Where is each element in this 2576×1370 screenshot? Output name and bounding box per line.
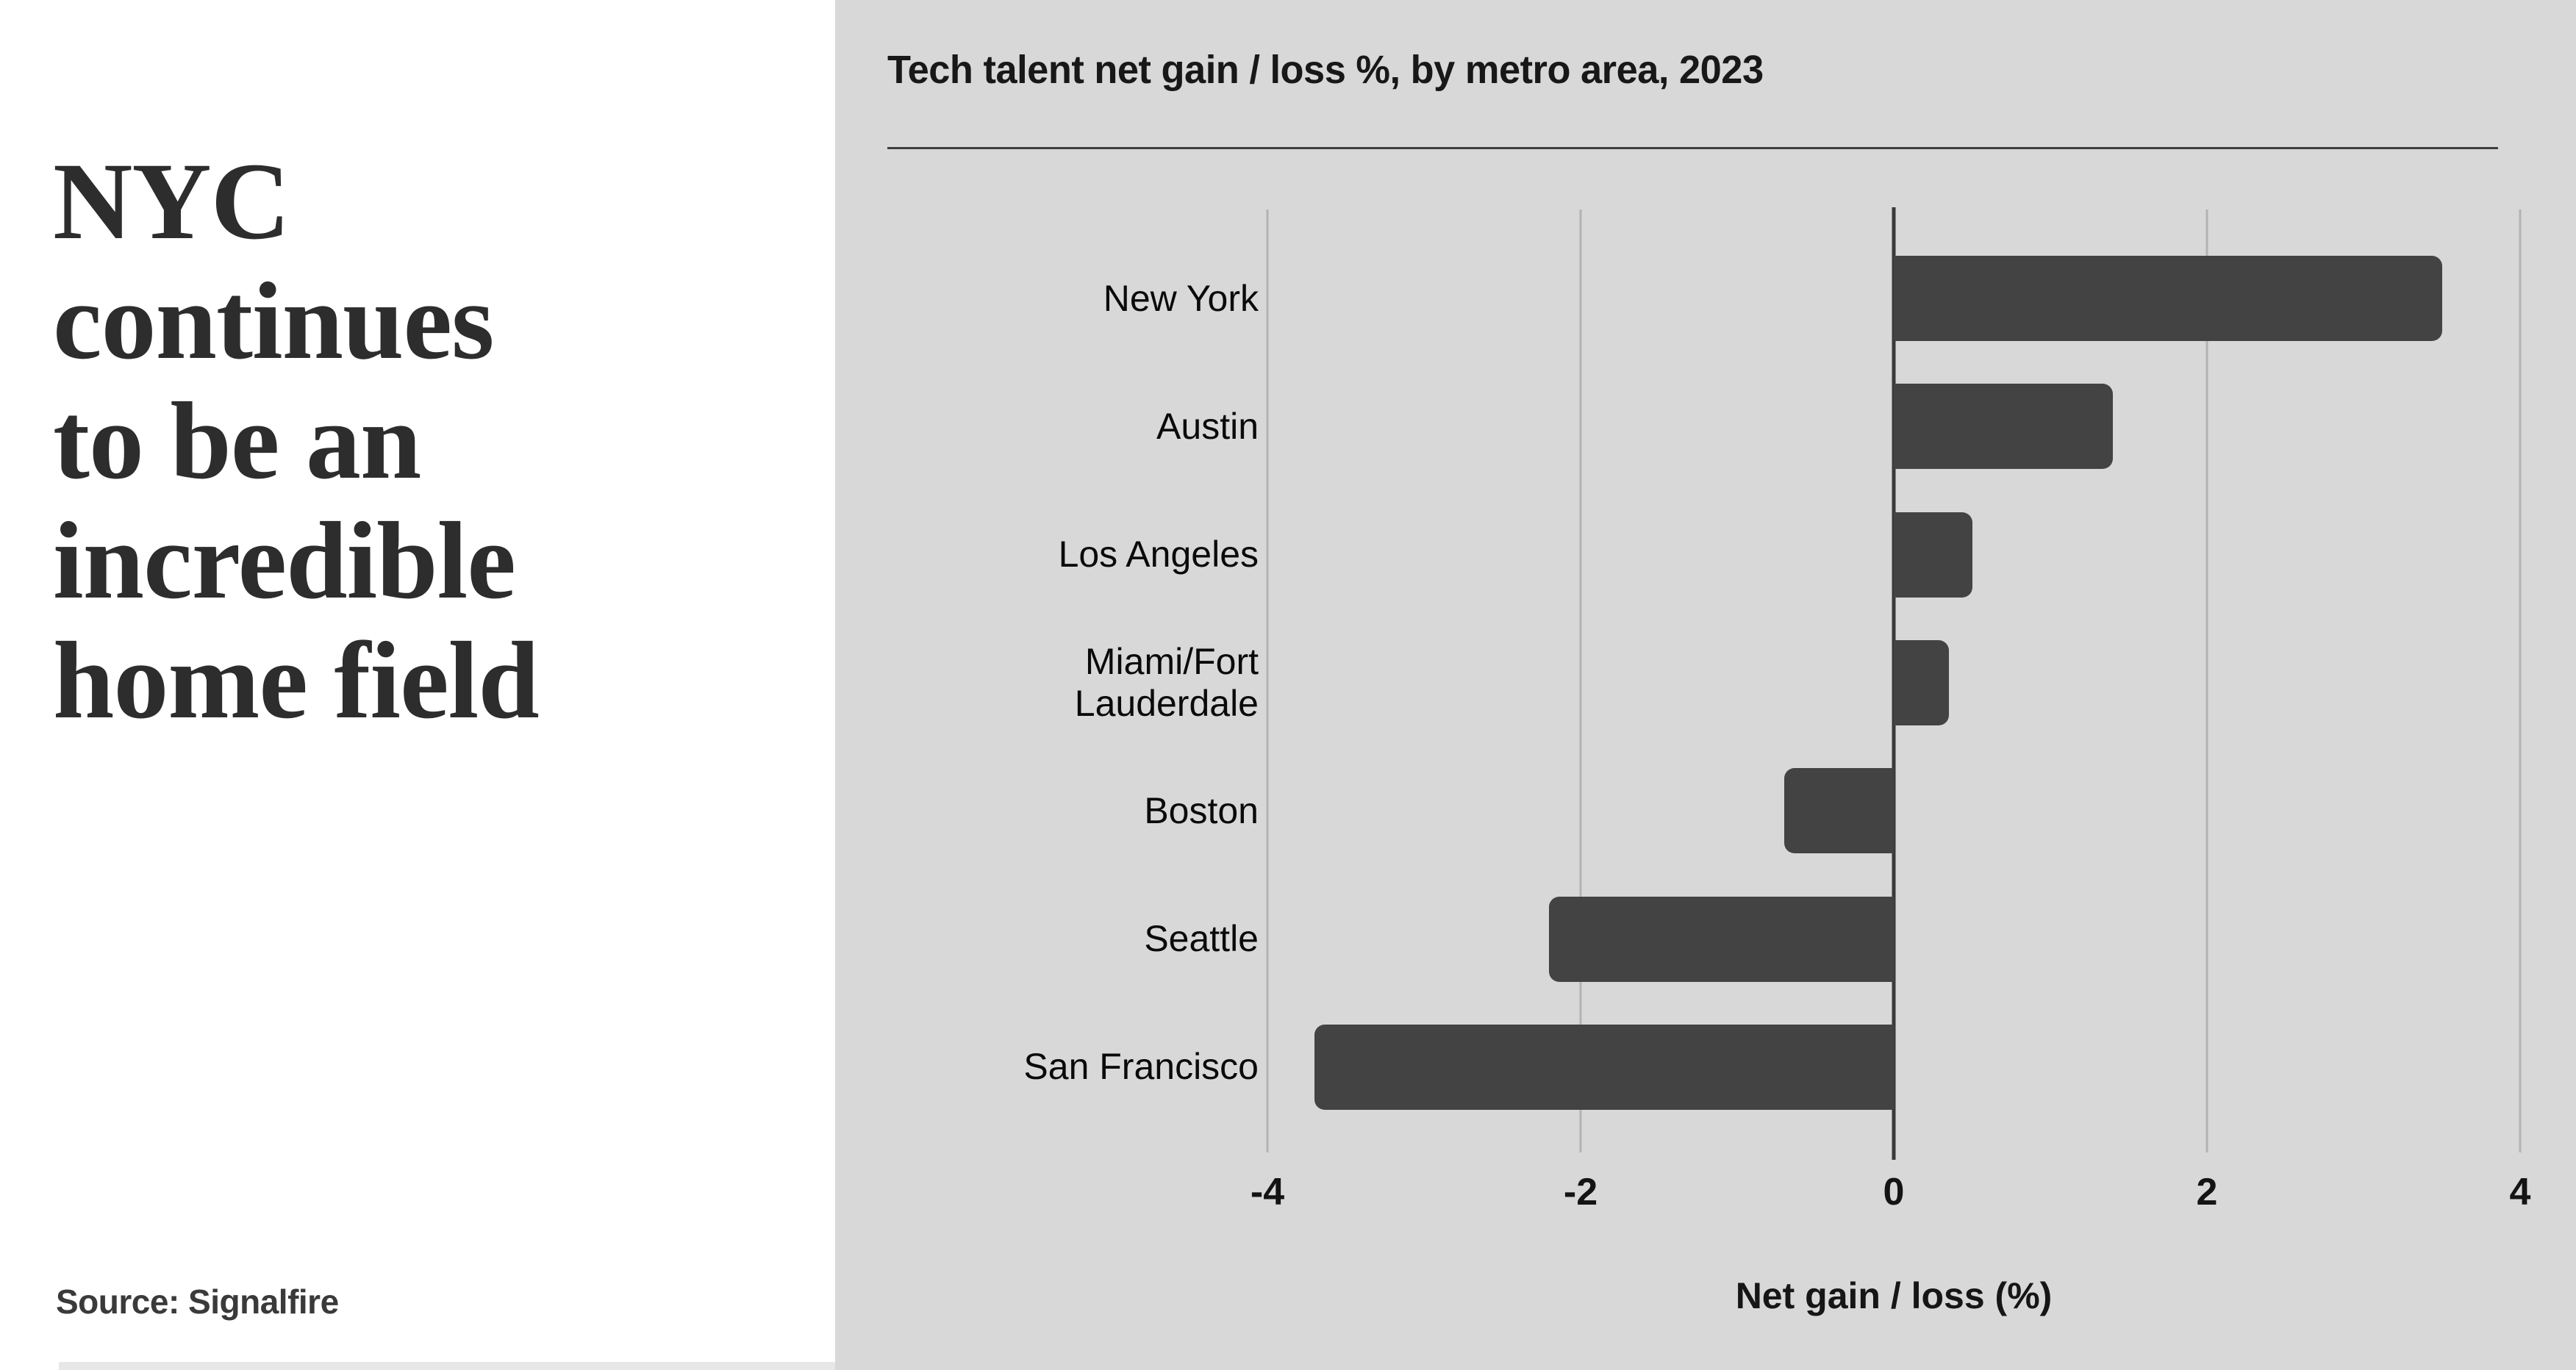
bottom-divider — [59, 1362, 835, 1370]
gridline — [1579, 209, 1582, 1152]
category-label: Seattle — [1144, 918, 1259, 960]
category-labels: New York Austin Los Angeles Miami/Fort Laud… — [901, 234, 1259, 1131]
x-axis-label: Net gain / loss (%) — [1735, 1275, 2053, 1316]
chart-title-underline — [887, 147, 2498, 149]
source-label: Source: Signalfire — [56, 1283, 339, 1321]
bar-row — [1267, 362, 2520, 490]
gridline — [1266, 209, 1269, 1152]
headline-line: NYC — [53, 140, 290, 262]
bar — [1549, 896, 1894, 982]
x-tick-label: 2 — [2196, 1171, 2218, 1213]
gridline — [2519, 209, 2522, 1152]
bar — [1894, 639, 1949, 725]
x-tick-label: 0 — [1883, 1171, 1905, 1213]
category-label: Austin — [1156, 405, 1259, 447]
category-label: San Francisco — [1023, 1046, 1259, 1088]
category-label: Los Angeles — [1058, 534, 1259, 575]
bar-row — [1267, 1003, 2520, 1131]
gridline — [2205, 209, 2208, 1152]
x-tick-label: 4 — [2509, 1171, 2531, 1213]
bar-row — [1267, 875, 2520, 1003]
category-label: Boston — [1144, 789, 1259, 831]
x-tick-label: -2 — [1563, 1171, 1598, 1213]
bar-row — [1267, 747, 2520, 875]
bar-row — [1267, 491, 2520, 619]
bar-row — [1267, 234, 2520, 362]
bar-row — [1267, 619, 2520, 747]
headline-line: to be an — [53, 379, 421, 502]
x-tick-labels: -4 -2 0 2 4 — [1251, 1170, 2531, 1222]
headline-line: home field — [53, 619, 540, 742]
bar — [1894, 512, 1972, 598]
right-panel: Tech talent net gain / loss %, by metro … — [835, 0, 2576, 1370]
headline-line: incredible — [53, 499, 516, 622]
category-label: New York — [1103, 277, 1259, 319]
chart-title: Tech talent net gain / loss %, by metro … — [887, 48, 1764, 92]
bar — [1894, 256, 2442, 342]
category-label: Miami/Fort Lauderdale — [1074, 640, 1259, 724]
plot-area — [1266, 207, 2522, 1160]
x-tick-label: -4 — [1250, 1171, 1285, 1213]
bar-rows — [1267, 234, 2520, 1131]
page-title: NYC continues to be an incredible home f… — [53, 140, 803, 742]
headline-line: continues — [53, 259, 494, 382]
bar — [1314, 1024, 1894, 1110]
left-panel: NYC continues to be an incredible home f… — [0, 0, 835, 1370]
bar — [1783, 768, 1894, 854]
bar — [1894, 384, 2114, 470]
